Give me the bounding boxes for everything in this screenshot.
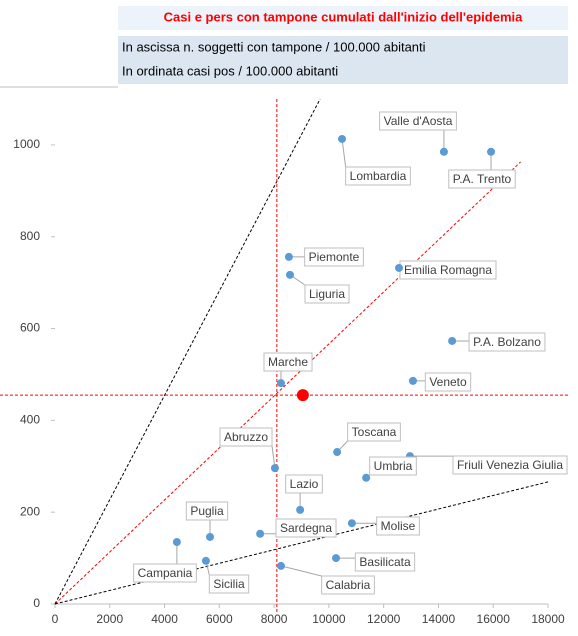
point — [201, 556, 210, 565]
chart-title: Casi e pers con tampone cumulati dall'in… — [164, 9, 523, 24]
point — [285, 270, 294, 279]
point — [296, 505, 305, 514]
data-label: Basilicata — [359, 555, 411, 569]
point — [296, 389, 309, 402]
point — [487, 147, 496, 156]
label-box — [424, 372, 472, 392]
data-label: Marche — [268, 355, 308, 369]
data-label: P.A. Bolzano — [473, 335, 541, 349]
reference-line — [54, 98, 321, 605]
data-label: Veneto — [429, 375, 467, 389]
label-box — [185, 501, 229, 521]
label-box — [379, 111, 457, 131]
label-box — [376, 516, 420, 536]
x-tick-label: 2000 — [96, 612, 123, 626]
x-tick-label: 8000 — [261, 612, 288, 626]
data-label: Abruzzo — [224, 430, 268, 444]
data-label: Valle d'Aosta — [384, 114, 453, 128]
data-label: Lazio — [290, 477, 319, 491]
x-tick-label: 4000 — [151, 612, 178, 626]
x-tick-label: 6000 — [206, 612, 233, 626]
reference-line — [54, 481, 549, 605]
label-box — [304, 284, 350, 304]
label-box — [219, 427, 273, 447]
label-box — [452, 455, 568, 475]
point — [408, 376, 417, 385]
x-tick-label: 0 — [52, 612, 59, 626]
data-label: Lombardia — [350, 169, 407, 183]
subtitle-band — [118, 36, 568, 84]
label-box — [133, 563, 197, 583]
data-label: Campania — [138, 566, 193, 580]
point — [439, 147, 448, 156]
data-label: Liguria — [309, 287, 345, 301]
data-label: P.A. Trento — [453, 172, 512, 186]
label-box — [369, 456, 417, 476]
x-tick-label: 10000 — [312, 612, 346, 626]
subtitle: In ordinata casi pos / 100.000 abitanti — [122, 63, 338, 78]
data-label: Toscana — [352, 425, 397, 439]
point — [172, 538, 181, 547]
point — [206, 532, 215, 541]
x-tick-label: 12000 — [367, 612, 401, 626]
point — [347, 519, 356, 528]
y-tick-label: 400 — [20, 413, 40, 427]
label-box — [208, 574, 250, 594]
data-label: Sicilia — [213, 577, 245, 591]
point — [333, 448, 342, 457]
label-box — [275, 518, 337, 538]
x-tick-label: 16000 — [477, 612, 511, 626]
label-box — [345, 166, 411, 186]
point — [270, 464, 279, 473]
label-box — [468, 332, 546, 352]
label-box — [263, 352, 313, 372]
title-band — [118, 6, 568, 30]
data-label: Puglia — [190, 504, 224, 518]
data-label: Umbria — [374, 459, 413, 473]
data-label: Calabria — [326, 578, 371, 592]
y-tick-label: 600 — [20, 321, 40, 335]
point — [276, 561, 285, 570]
label-box — [321, 575, 375, 595]
point — [338, 134, 347, 143]
label-box — [448, 169, 516, 189]
data-label: Emilia Romagna — [404, 263, 492, 277]
point — [332, 554, 341, 563]
subtitle: In ascissa n. soggetti con tampone / 100… — [122, 39, 426, 54]
point — [448, 336, 457, 345]
y-tick-label: 0 — [33, 596, 40, 610]
label-box — [347, 422, 401, 442]
y-tick-label: 800 — [20, 229, 40, 243]
point — [284, 252, 293, 261]
reference-line — [54, 161, 521, 605]
label-box — [285, 474, 323, 494]
label-box — [304, 247, 364, 267]
y-tick-label: 1000 — [13, 137, 40, 151]
leader-line — [341, 138, 347, 168]
leader-line — [280, 565, 322, 577]
point — [256, 529, 265, 538]
data-label: Friuli Venezia Giulia — [457, 458, 563, 472]
data-label: Sardegna — [280, 521, 332, 535]
x-tick-label: 18000 — [531, 612, 565, 626]
point — [395, 263, 404, 272]
data-label: Piemonte — [309, 250, 360, 264]
label-box — [354, 552, 416, 572]
point — [362, 473, 371, 482]
data-label: Molise — [381, 519, 416, 533]
point — [276, 379, 285, 388]
y-tick-label: 200 — [20, 504, 40, 518]
x-tick-label: 14000 — [422, 612, 456, 626]
